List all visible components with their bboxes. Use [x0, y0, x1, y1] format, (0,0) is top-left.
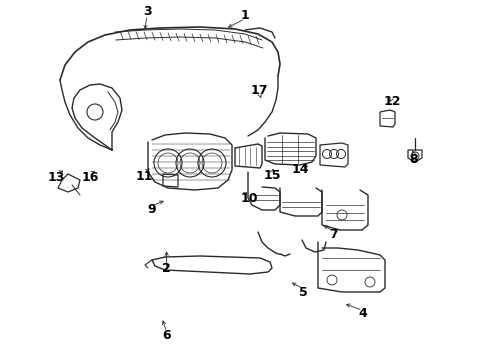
Text: 15: 15: [263, 169, 281, 182]
Text: 1: 1: [241, 9, 249, 22]
Text: 12: 12: [383, 95, 401, 108]
Text: 14: 14: [291, 163, 309, 176]
Text: 16: 16: [82, 171, 99, 184]
Text: 13: 13: [48, 171, 65, 184]
Text: 10: 10: [240, 192, 258, 205]
Text: 4: 4: [358, 307, 367, 320]
Text: 8: 8: [410, 153, 418, 166]
Text: 6: 6: [162, 329, 171, 342]
Text: 5: 5: [299, 286, 308, 299]
Text: 7: 7: [329, 228, 338, 241]
Text: 9: 9: [147, 203, 156, 216]
Text: 17: 17: [251, 84, 269, 97]
Text: 3: 3: [143, 5, 151, 18]
Text: 11: 11: [136, 170, 153, 183]
Text: 2: 2: [162, 262, 171, 275]
